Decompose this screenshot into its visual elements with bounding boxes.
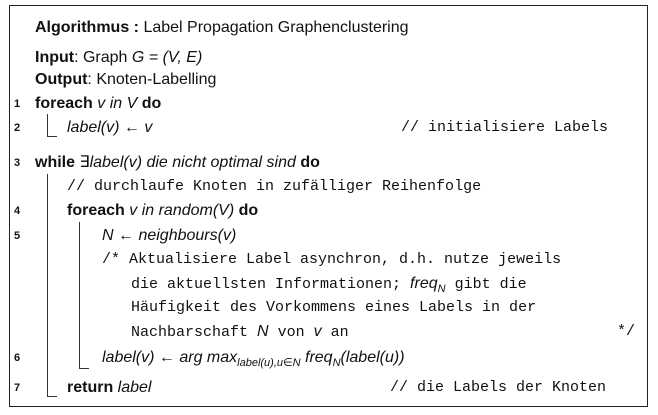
line-2-code: label(v) ← v xyxy=(67,119,153,136)
line-2-comment: // initialisiere Labels xyxy=(401,119,609,136)
argmax-subscript: label(u),u∈N xyxy=(237,357,301,369)
return-keyword: return xyxy=(67,379,114,396)
comment-text: gibt die xyxy=(445,276,527,293)
line-number-3: 3 xyxy=(14,157,21,169)
comment-text: an xyxy=(321,324,349,341)
block-foot-1 xyxy=(47,136,57,137)
foreach-keyword: foreach xyxy=(67,202,125,219)
comment-random-order: // durchlaufe Knoten in zufälliger Reihe… xyxy=(67,178,482,195)
line-number-7: 7 xyxy=(14,382,21,394)
return-value: label xyxy=(113,379,152,396)
line-3-condition: ∃label(v) die nicht optimal sind xyxy=(75,154,301,171)
input-math: G = (V, E) xyxy=(131,49,203,66)
algorithm-header: Algorithmus : Label Propagation Graphenc… xyxy=(35,18,409,38)
comment-block-end: */ xyxy=(617,323,636,340)
comment-text: von xyxy=(268,324,314,341)
line-number-1: 1 xyxy=(14,98,21,110)
block-bar-while xyxy=(47,174,48,396)
comment-text: Nachbarschaft xyxy=(131,324,258,341)
output-line: Output: Knoten-Labelling xyxy=(35,70,216,90)
freq-symbol: freq xyxy=(300,349,333,366)
while-keyword: while xyxy=(35,154,76,171)
line-7-comment: // die Labels der Knoten xyxy=(390,379,607,396)
comment-block-line-3: Häufigkeit des Vorkommens eines Labels i… xyxy=(131,299,537,316)
algorithm-keyword: Algorithmus : xyxy=(35,19,139,36)
line-number-6: 6 xyxy=(14,352,21,364)
input-keyword: Input xyxy=(35,49,75,66)
freq-subscript: N xyxy=(332,357,341,369)
output-text: : Knoten-Labelling xyxy=(87,71,217,88)
comment-block-line-1: /* Aktualisiere Label asynchron, d.h. nu… xyxy=(102,251,562,268)
input-text: : Graph xyxy=(74,49,132,66)
output-keyword: Output xyxy=(35,71,88,88)
line-number-2: 2 xyxy=(14,122,21,134)
line-number-5: 5 xyxy=(14,230,21,242)
do-keyword: do xyxy=(141,95,162,112)
algorithm-box xyxy=(9,5,648,407)
do-keyword: do xyxy=(238,202,259,219)
block-bar-foreach xyxy=(79,222,80,368)
line-6-assign: label(v) ← arg max xyxy=(102,349,238,366)
line-4-condition: v in random(V) xyxy=(124,202,239,219)
line-5-code: N ← neighbours(v) xyxy=(102,227,237,244)
freq-subscript: N xyxy=(437,283,446,295)
line-6-code: label(v) ← arg maxlabel(u),u∈N freqN(lab… xyxy=(102,348,405,369)
block-foot-foreach xyxy=(79,368,89,369)
comment-text: die aktuellsten Informationen; xyxy=(131,276,411,293)
line-1: foreach v in V do xyxy=(35,94,161,114)
line-6-argument: (label(u)) xyxy=(340,349,405,366)
comment-block-line-2: die aktuellsten Informationen; freqN gib… xyxy=(131,274,527,295)
input-line: Input: Graph G = (V, E) xyxy=(35,48,202,68)
line-1-condition: v in V xyxy=(92,95,142,112)
block-foot-while xyxy=(47,396,57,397)
node-symbol: v xyxy=(313,323,322,340)
do-keyword: do xyxy=(300,154,320,171)
algorithm-title: Label Propagation Graphenclustering xyxy=(143,19,409,36)
neighbourhood-symbol: N xyxy=(257,323,269,340)
line-7: return label xyxy=(67,378,151,398)
line-4: foreach v in random(V) do xyxy=(67,201,258,221)
foreach-keyword: foreach xyxy=(35,95,93,112)
line-number-4: 4 xyxy=(14,205,21,217)
line-3: while ∃label(v) die nicht optimal sind d… xyxy=(35,153,320,173)
freq-symbol: freq xyxy=(410,275,438,292)
block-bar-1 xyxy=(47,114,48,136)
comment-block-line-4: Nachbarschaft N von v an xyxy=(131,322,349,343)
